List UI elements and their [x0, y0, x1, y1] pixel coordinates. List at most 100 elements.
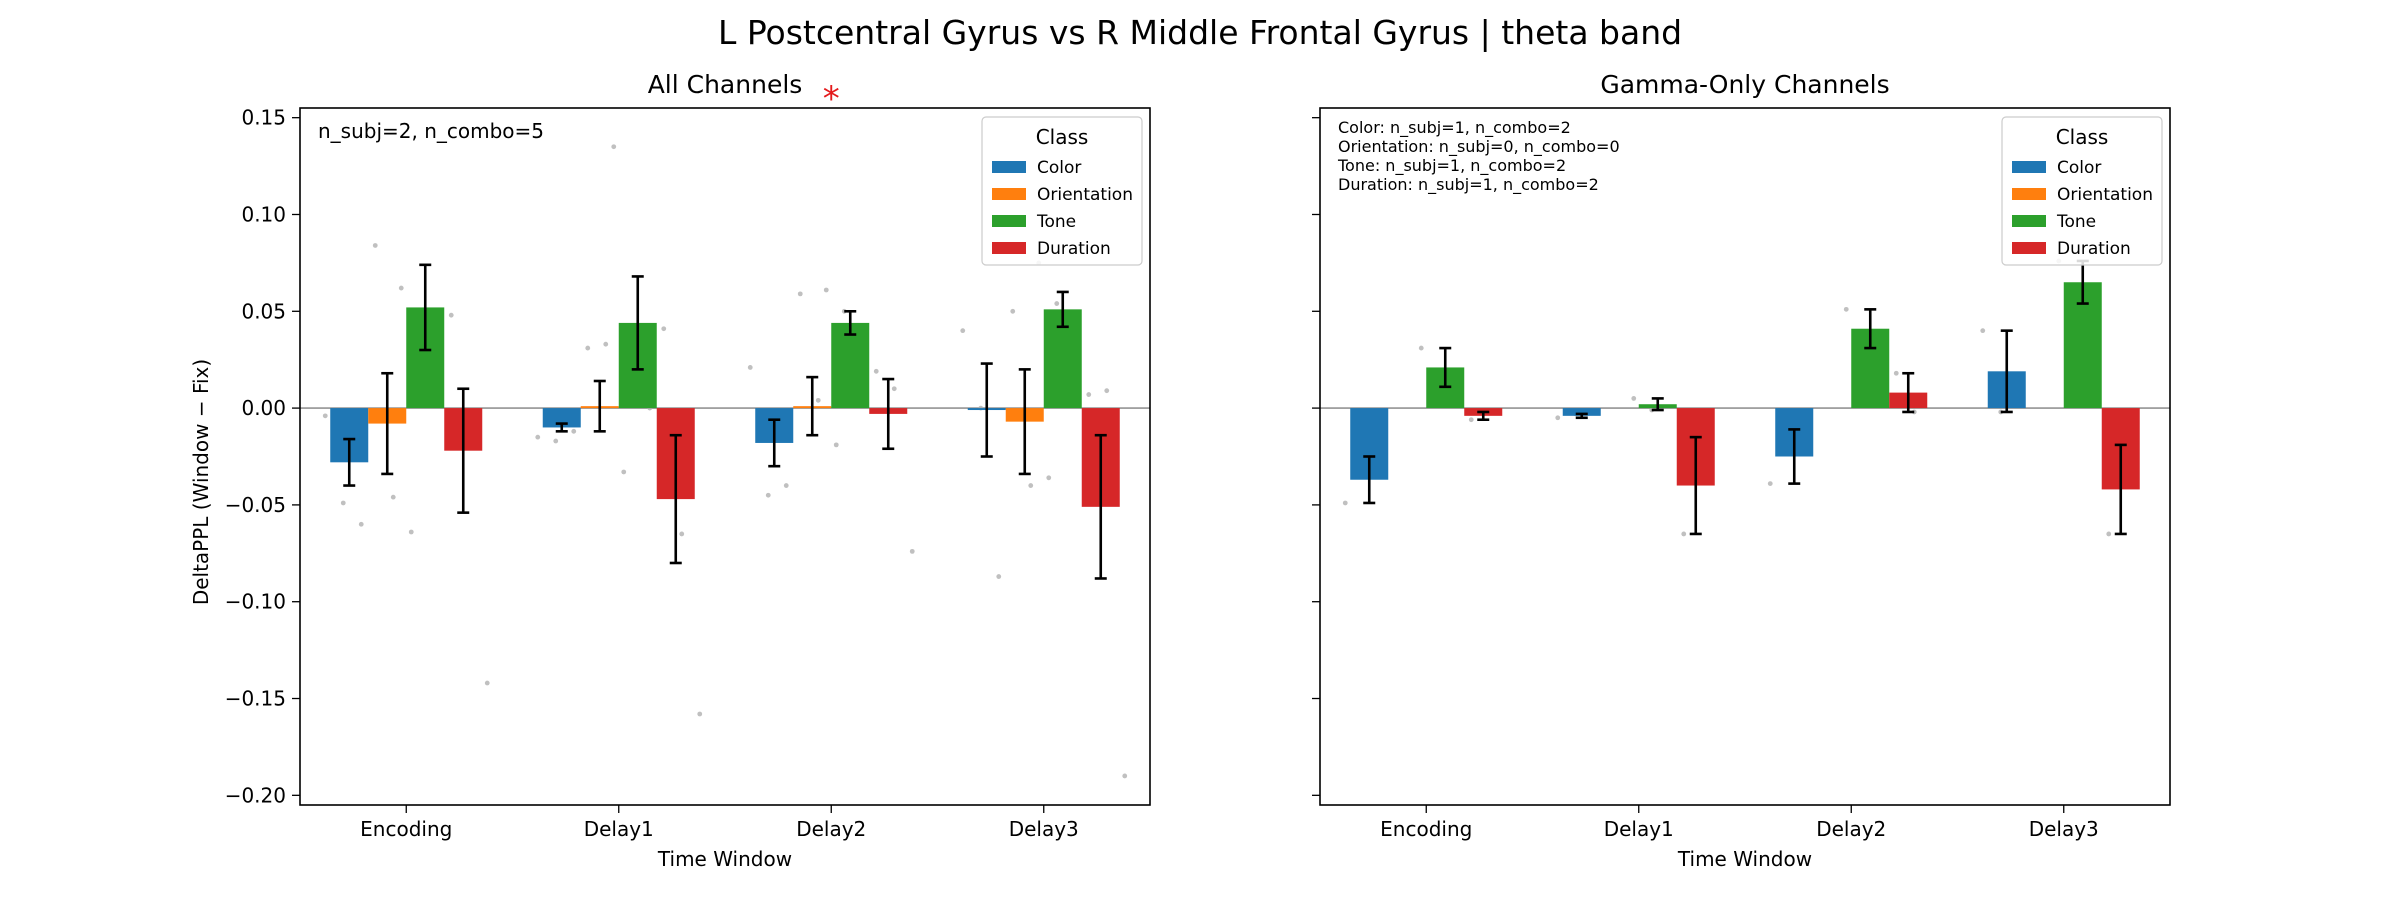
legend-box: [2001, 116, 2163, 266]
data-point: [372, 243, 378, 248]
data-point: [697, 711, 703, 717]
data-point: [390, 494, 396, 500]
data-point: [358, 521, 364, 527]
data-point: [815, 397, 821, 403]
data-point: [996, 574, 1002, 579]
y-tick-label: 0.15: [241, 106, 286, 130]
data-point: [1418, 345, 1424, 351]
legend-box: [981, 116, 1143, 266]
data-point: [611, 144, 617, 150]
legend-swatch-color: [992, 161, 1026, 173]
data-point: [585, 345, 591, 351]
data-point: [909, 548, 915, 554]
x-tick-label-delay3: Delay3: [2029, 817, 2099, 841]
data-point: [891, 386, 897, 392]
data-point: [1767, 481, 1773, 487]
data-point: [783, 483, 789, 488]
data-point: [1893, 370, 1899, 376]
y-tick-label: 0.00: [241, 396, 286, 420]
x-tick-label-delay3: Delay3: [1009, 817, 1079, 841]
x-tick-label-encoding: Encoding: [1380, 817, 1472, 841]
panel-title: Gamma-Only Channels: [1600, 70, 1889, 99]
legend-swatch-tone: [2012, 215, 2046, 227]
annotation-text: Orientation: n_subj=0, n_combo=0: [1338, 137, 1620, 157]
data-point: [340, 500, 346, 506]
data-point: [571, 428, 577, 434]
data-point: [2106, 531, 2112, 537]
data-point: [1104, 388, 1110, 394]
data-point: [797, 291, 803, 297]
legend-swatch-tone: [992, 215, 1026, 227]
panel-all-channels: 0.15 0.10 0.05 0.00 −0.05 −0.10 −0.15 −0.20 Enco…: [225, 70, 1151, 871]
data-point: [1046, 475, 1052, 481]
data-point: [1028, 483, 1034, 488]
annotation-text: Tone: n_subj=1, n_combo=2: [1337, 156, 1566, 176]
legend-title: Class: [1036, 125, 1089, 149]
data-point: [322, 413, 328, 419]
y-tick-label: 0.05: [241, 299, 286, 323]
legend-label-orientation: Orientation: [1037, 185, 1133, 205]
data-point: [765, 492, 771, 498]
figure-title: L Postcentral Gyrus vs R Middle Frontal …: [718, 13, 1682, 52]
data-point: [408, 529, 414, 535]
data-point: [960, 328, 966, 334]
x-axis-label: Time Window: [657, 847, 792, 871]
data-point: [1122, 773, 1128, 779]
legend-label-tone: Tone: [1036, 212, 1076, 232]
bar-color-delay1: [1562, 408, 1601, 416]
y-tick-label: 0.10: [241, 202, 286, 226]
data-point: [1342, 500, 1348, 506]
data-point: [679, 531, 685, 537]
legend-title: Class: [2056, 125, 2109, 149]
significance-star: *: [823, 79, 840, 119]
legend-label-color: Color: [2057, 158, 2101, 178]
legend-label-duration: Duration: [1037, 239, 1111, 259]
legend: Class Color Orientation Tone Duration: [981, 116, 1143, 266]
y-tick-label: −0.20: [225, 783, 286, 807]
data-point: [553, 438, 559, 444]
data-point: [1681, 531, 1687, 537]
bar-color-delay1: [542, 408, 581, 428]
panel-title: All Channels: [648, 70, 803, 99]
legend-swatch-duration: [2012, 242, 2046, 254]
data-point: [535, 434, 541, 440]
data-point: [621, 469, 627, 475]
legend-swatch-orientation: [992, 188, 1026, 200]
y-tick-label: −0.15: [225, 687, 286, 711]
data-point: [661, 326, 667, 332]
data-point: [873, 368, 879, 374]
y-tick-label: −0.10: [225, 590, 286, 614]
axes-frame: [299, 107, 1151, 806]
legend-swatch-orientation: [2012, 188, 2046, 200]
data-point: [1054, 301, 1060, 306]
data-point: [1980, 328, 1986, 334]
annotation-text: n_subj=2, n_combo=5: [318, 119, 544, 143]
legend: Class Color Orientation Tone Duration: [2001, 116, 2163, 266]
panel-gamma-only-channels: Encoding Delay1 Delay2 Delay3 Time Window Gam…: [1312, 70, 2171, 871]
data-point: [448, 312, 454, 318]
annotation-text: Duration: n_subj=1, n_combo=2: [1338, 175, 1599, 195]
annotation-text: Color: n_subj=1, n_combo=2: [1338, 118, 1571, 138]
legend-label-orientation: Orientation: [2057, 185, 2153, 205]
axes-frame: [1319, 107, 2171, 806]
legend-swatch-duration: [992, 242, 1026, 254]
bar-tone-delay2: [831, 322, 870, 409]
x-tick-label-encoding: Encoding: [360, 817, 452, 841]
legend-label-tone: Tone: [2056, 212, 2096, 232]
data-point: [1555, 415, 1561, 421]
data-point: [484, 680, 490, 686]
legend-swatch-color: [2012, 161, 2046, 173]
x-tick-label-delay1: Delay1: [1604, 817, 1674, 841]
data-point: [1468, 417, 1474, 423]
legend-label-color: Color: [1037, 158, 1081, 178]
data-point: [603, 341, 609, 347]
x-tick-label-delay1: Delay1: [584, 817, 654, 841]
data-point: [747, 365, 753, 370]
data-point: [1010, 308, 1016, 314]
data-point: [833, 442, 839, 448]
x-axis-label: Time Window: [1677, 847, 1812, 871]
data-point: [823, 287, 829, 293]
data-point: [1086, 392, 1092, 397]
